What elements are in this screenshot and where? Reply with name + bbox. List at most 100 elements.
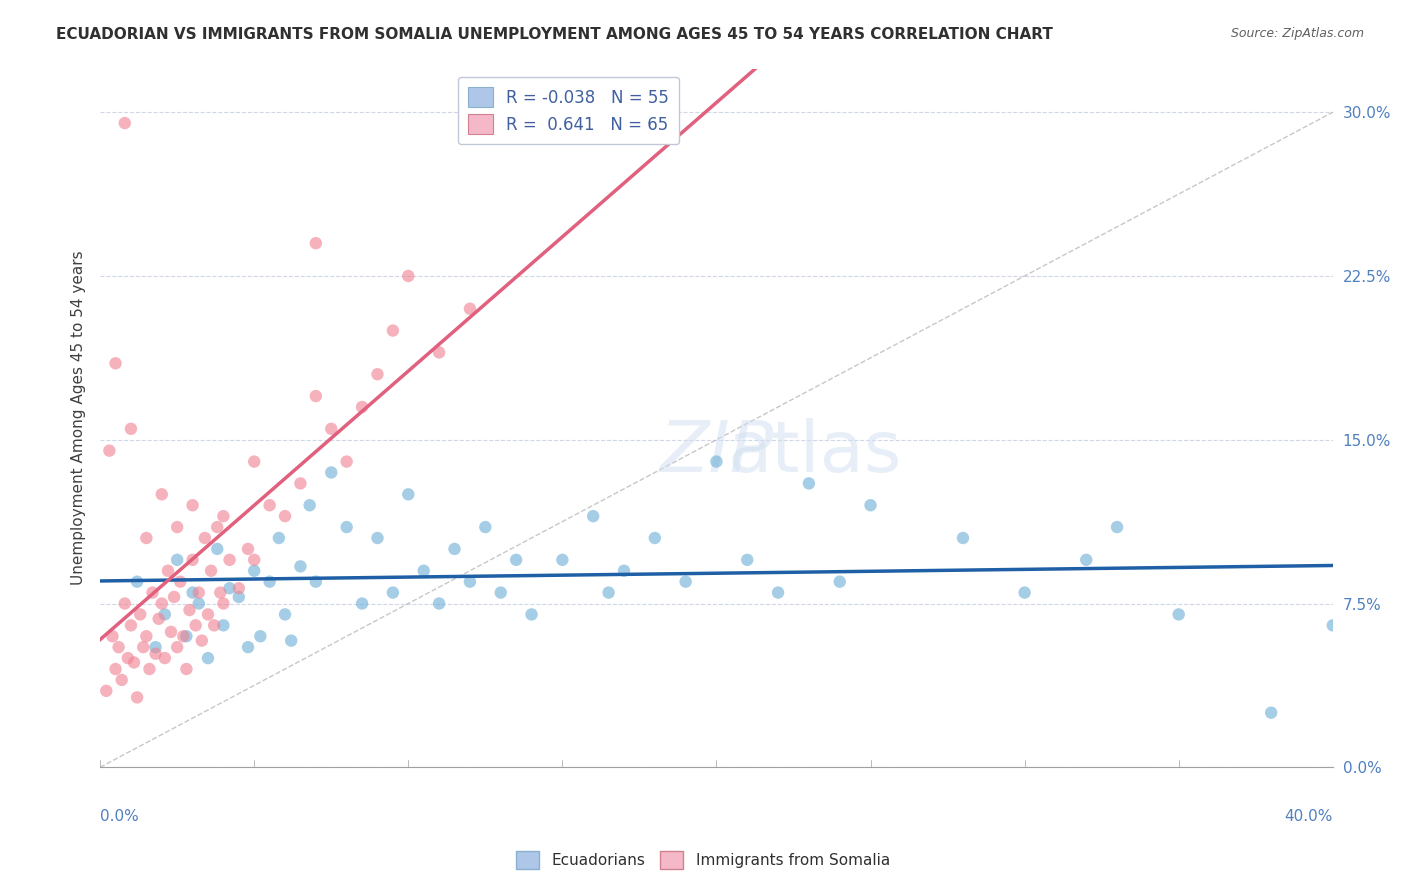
Point	[381, 324, 404, 338]
Point	[336, 520, 359, 534]
Point	[107, 640, 129, 655]
Point	[1167, 607, 1189, 622]
Point	[145, 647, 167, 661]
Point	[141, 585, 163, 599]
Point	[735, 553, 758, 567]
Text: atlas: atlas	[728, 418, 903, 487]
Text: ECUADORIAN VS IMMIGRANTS FROM SOMALIA UNEMPLOYMENT AMONG AGES 45 TO 54 YEARS COR: ECUADORIAN VS IMMIGRANTS FROM SOMALIA UN…	[56, 27, 1053, 42]
Point	[150, 487, 173, 501]
Text: ZIP: ZIP	[659, 418, 773, 487]
Point	[766, 585, 789, 599]
Point	[236, 640, 259, 655]
Point	[551, 553, 574, 567]
Point	[197, 651, 219, 665]
Point	[127, 574, 149, 589]
Point	[96, 683, 118, 698]
Point	[166, 640, 188, 655]
Point	[101, 629, 124, 643]
Point	[181, 498, 204, 512]
Point	[127, 690, 149, 705]
Point	[443, 541, 465, 556]
Point	[138, 662, 160, 676]
Point	[122, 656, 145, 670]
Point	[675, 574, 697, 589]
Point	[706, 454, 728, 468]
Point	[209, 585, 232, 599]
Point	[290, 559, 312, 574]
Point	[117, 651, 139, 665]
Point	[153, 607, 176, 622]
Point	[259, 574, 281, 589]
Point	[644, 531, 666, 545]
Legend: R = -0.038   N = 55, R =  0.641   N = 65: R = -0.038 N = 55, R = 0.641 N = 65	[458, 77, 679, 145]
Point	[181, 553, 204, 567]
Point	[1014, 585, 1036, 599]
Point	[797, 476, 820, 491]
Point	[135, 531, 157, 545]
Point	[104, 662, 127, 676]
Point	[412, 564, 434, 578]
Point	[172, 629, 194, 643]
Point	[520, 607, 543, 622]
Point	[274, 607, 297, 622]
Point	[243, 553, 266, 567]
Point	[160, 624, 183, 639]
Point	[366, 531, 388, 545]
Point	[176, 629, 198, 643]
Point	[336, 454, 359, 468]
Point	[135, 629, 157, 643]
Point	[613, 564, 636, 578]
Point	[243, 564, 266, 578]
Point	[489, 585, 512, 599]
Point	[458, 301, 481, 316]
Point	[169, 574, 191, 589]
Point	[321, 466, 343, 480]
Point	[228, 590, 250, 604]
Point	[129, 607, 152, 622]
Point	[166, 553, 188, 567]
Point	[1105, 520, 1128, 534]
Point	[98, 443, 121, 458]
Point	[120, 618, 142, 632]
Point	[148, 612, 170, 626]
Point	[191, 633, 214, 648]
Point	[212, 509, 235, 524]
Legend: Ecuadorians, Immigrants from Somalia: Ecuadorians, Immigrants from Somalia	[510, 845, 896, 875]
Point	[280, 633, 302, 648]
Point	[207, 520, 229, 534]
Point	[212, 597, 235, 611]
Point	[352, 597, 374, 611]
Point	[145, 640, 167, 655]
Point	[236, 541, 259, 556]
Point	[396, 268, 419, 283]
Point	[267, 531, 290, 545]
Point	[366, 368, 388, 382]
Point	[187, 585, 209, 599]
Point	[828, 574, 851, 589]
Point	[290, 476, 312, 491]
Point	[321, 422, 343, 436]
Point	[194, 531, 217, 545]
Point	[104, 356, 127, 370]
Point	[474, 520, 496, 534]
Point	[200, 564, 222, 578]
Point	[505, 553, 527, 567]
Point	[218, 581, 240, 595]
Point	[598, 585, 620, 599]
Point	[207, 541, 229, 556]
Point	[197, 607, 219, 622]
Point	[249, 629, 271, 643]
Point	[582, 509, 605, 524]
Point	[163, 590, 186, 604]
Point	[458, 574, 481, 589]
Point	[1322, 618, 1344, 632]
Y-axis label: Unemployment Among Ages 45 to 54 years: Unemployment Among Ages 45 to 54 years	[72, 251, 86, 585]
Point	[176, 662, 198, 676]
Point	[184, 618, 207, 632]
Text: Source: ZipAtlas.com: Source: ZipAtlas.com	[1230, 27, 1364, 40]
Point	[156, 564, 179, 578]
Point	[179, 603, 201, 617]
Point	[427, 597, 450, 611]
Point	[132, 640, 155, 655]
Text: 40.0%: 40.0%	[1285, 809, 1333, 824]
